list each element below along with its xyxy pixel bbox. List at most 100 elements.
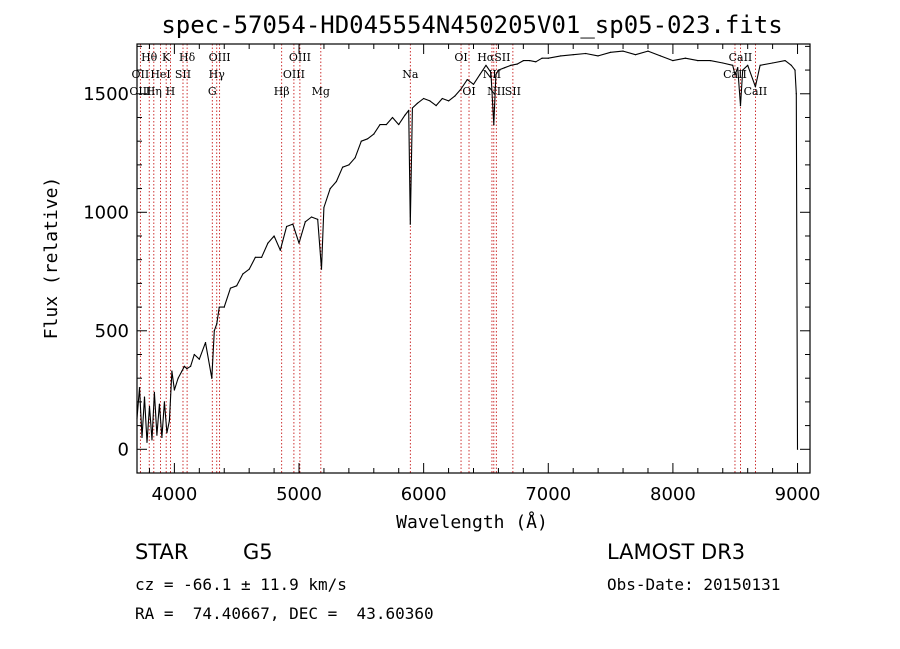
flux-data-point	[454, 95, 456, 97]
spectral-line-label: OIII	[289, 51, 311, 64]
flux-data-point	[790, 64, 792, 66]
survey-name: LAMOST DR3	[607, 540, 746, 564]
flux-series-line	[136, 50, 799, 450]
flux-data-point	[183, 365, 185, 367]
flux-data-point	[151, 439, 153, 441]
spectral-line-label: Hη	[146, 85, 162, 98]
spectral-line-label: Hδ	[179, 51, 196, 64]
x-tick-label: 5000	[276, 484, 322, 505]
flux-data-point	[754, 86, 757, 88]
flux-data-point	[572, 54, 574, 56]
flux-data-point	[211, 377, 213, 379]
flux-data-point	[659, 55, 662, 57]
obs-date: Obs-Date: 20150131	[607, 575, 781, 594]
flux-data-point	[168, 420, 171, 422]
flux-data-point	[759, 64, 761, 66]
spectral-line-label: OIII	[283, 68, 305, 81]
flux-data-point	[285, 225, 288, 228]
flux-data-point	[204, 342, 207, 344]
spectral-line-label: Na	[402, 68, 419, 81]
flux-data-point	[732, 64, 734, 66]
flux-data-point	[373, 133, 375, 135]
series-layer	[136, 50, 799, 450]
spectral-line-label: G	[208, 85, 217, 98]
flux-data-point	[229, 287, 232, 289]
flux-data-point	[709, 59, 711, 62]
spectral-line-label: SII	[505, 85, 521, 98]
flux-data-point	[163, 401, 166, 403]
flux-data-point	[684, 57, 686, 59]
flux-data-point	[495, 74, 497, 76]
flux-data-point	[535, 61, 537, 63]
flux-data-point	[794, 69, 796, 71]
flux-data-point	[141, 436, 143, 439]
x-tick-label: 8000	[650, 484, 696, 505]
spectral-line-label: OII	[132, 68, 150, 81]
spectral-line-label: OIII	[209, 51, 231, 64]
flux-data-point	[213, 330, 215, 332]
flux-data-point	[366, 138, 369, 140]
flux-data-point	[795, 93, 797, 95]
redshift-cz: cz = -66.1 ± 11.9 km/s	[135, 575, 347, 594]
spectral-line-label: OI	[454, 51, 467, 64]
flux-data-point	[622, 50, 624, 52]
flux-data-point	[298, 242, 300, 244]
spectral-line-label: Hγ	[209, 68, 226, 81]
flux-data-point	[146, 441, 148, 443]
flux-data-point	[398, 123, 400, 126]
chart-title: spec-57054-HD045554N450205V01_sp05-023.f…	[161, 11, 782, 39]
x-tick-label: 4000	[151, 484, 197, 505]
flux-data-point	[310, 216, 313, 218]
flux-data-point	[143, 396, 146, 398]
flux-data-point	[466, 78, 468, 81]
flux-data-point	[784, 59, 786, 62]
flux-data-point	[279, 249, 281, 251]
flux-data-point	[404, 114, 406, 116]
flux-data-point	[472, 83, 475, 85]
spectral-line-label: K	[162, 51, 171, 64]
flux-data-point	[697, 59, 699, 62]
flux-data-point	[672, 59, 674, 62]
flux-data-point	[158, 403, 161, 405]
axis-ticks: 4000 5000 6000 7000 8000 9000 0 500 1000 1500	[83, 44, 820, 505]
object-class: STAR	[135, 540, 189, 564]
flux-data-point	[177, 377, 179, 379]
flux-data-point	[173, 389, 175, 391]
flux-data-point	[522, 59, 524, 62]
flux-data-point	[737, 67, 739, 69]
flux-data-point	[497, 69, 500, 71]
flux-data-point	[161, 436, 163, 439]
spectral-line-label: OIII	[129, 85, 151, 98]
flux-data-point	[528, 59, 531, 62]
flux-data-point	[335, 180, 338, 183]
flux-data-point	[510, 64, 512, 66]
y-tick-label: 1500	[83, 84, 129, 105]
flux-data-point	[242, 273, 244, 275]
flux-data-point	[504, 67, 506, 69]
flux-data-point	[408, 109, 410, 111]
flux-data-point	[597, 55, 599, 57]
spectral-line-label: NII	[487, 85, 505, 98]
flux-data-point	[490, 71, 492, 74]
flux-data-point	[218, 306, 220, 308]
flux-data-point	[609, 51, 612, 53]
flux-data-point	[634, 54, 637, 56]
flux-data-point	[429, 100, 431, 102]
flux-data-point	[493, 123, 495, 126]
flux-data-point	[547, 57, 549, 59]
flux-data-point	[198, 358, 200, 360]
flux-data-point	[304, 221, 306, 223]
flux-data-point	[248, 268, 250, 270]
x-tick-label: 7000	[525, 484, 571, 505]
coordinates: RA = 74.40667, DEC = 43.60360	[135, 604, 434, 623]
flux-data-point	[329, 187, 331, 190]
flux-data-point	[796, 448, 799, 450]
flux-data-point	[516, 63, 518, 65]
flux-data-point	[747, 64, 749, 66]
subclass: G5	[243, 540, 273, 564]
flux-data-point	[320, 268, 323, 270]
spectral-line-label: CaII	[729, 51, 753, 64]
flux-data-point	[193, 353, 195, 356]
flux-data-point	[138, 387, 141, 389]
